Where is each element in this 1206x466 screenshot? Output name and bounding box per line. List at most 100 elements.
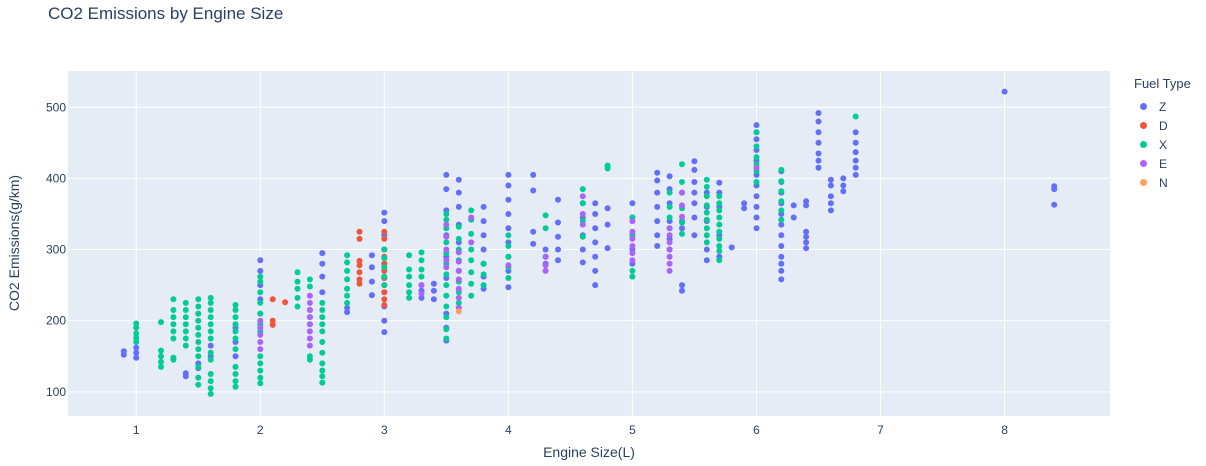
data-point-z[interactable] (654, 232, 661, 239)
data-point-x[interactable] (319, 367, 326, 374)
data-point-x[interactable] (443, 216, 450, 223)
data-point-x[interactable] (158, 363, 164, 370)
data-point-z[interactable] (368, 252, 375, 259)
data-point-x[interactable] (195, 296, 202, 303)
data-point-x[interactable] (455, 223, 462, 230)
data-point-x[interactable] (207, 307, 214, 313)
data-point-z[interactable] (592, 211, 599, 217)
data-point-e[interactable] (443, 221, 450, 228)
data-point-e[interactable] (542, 262, 549, 269)
data-point-z[interactable] (592, 225, 599, 232)
data-point-x[interactable] (468, 280, 475, 287)
data-point-x[interactable] (468, 207, 475, 214)
data-point-x[interactable] (443, 314, 450, 321)
data-point-x[interactable] (257, 380, 264, 387)
data-point-x[interactable] (344, 259, 351, 266)
data-point-z[interactable] (480, 203, 487, 210)
data-point-x[interactable] (852, 113, 859, 120)
data-point-x[interactable] (666, 214, 673, 221)
data-point-x[interactable] (381, 282, 388, 289)
data-point-z[interactable] (505, 284, 512, 291)
data-point-z[interactable] (592, 253, 599, 260)
data-point-e[interactable] (443, 257, 450, 264)
data-point-z[interactable] (654, 243, 661, 249)
data-point-z[interactable] (604, 221, 611, 228)
data-point-z[interactable] (753, 203, 760, 210)
data-point-x[interactable] (207, 321, 214, 328)
data-point-x[interactable] (182, 307, 189, 313)
data-point-z[interactable] (368, 292, 375, 299)
data-point-e[interactable] (542, 267, 549, 274)
data-point-x[interactable] (207, 385, 214, 392)
data-point-x[interactable] (418, 266, 425, 273)
data-point-e[interactable] (306, 307, 313, 313)
data-point-z[interactable] (852, 149, 859, 156)
data-point-x[interactable] (418, 273, 425, 280)
data-point-x[interactable] (716, 207, 723, 214)
data-point-z[interactable] (827, 176, 834, 183)
data-point-x[interactable] (232, 314, 239, 321)
data-point-x[interactable] (257, 273, 264, 280)
data-point-x[interactable] (257, 360, 264, 367)
data-point-z[interactable] (592, 267, 599, 274)
data-point-z[interactable] (579, 259, 586, 266)
data-point-e[interactable] (753, 164, 760, 171)
data-point-x[interactable] (207, 314, 214, 321)
data-point-z[interactable] (803, 233, 810, 240)
data-point-x[interactable] (207, 390, 214, 397)
data-point-z[interactable] (753, 193, 760, 200)
data-point-x[interactable] (182, 314, 189, 321)
data-point-x[interactable] (778, 188, 785, 195)
data-point-x[interactable] (294, 278, 301, 285)
data-point-e[interactable] (579, 193, 586, 200)
data-point-x[interactable] (232, 346, 239, 353)
data-point-x[interactable] (294, 294, 301, 301)
data-point-x[interactable] (629, 267, 636, 274)
data-point-e[interactable] (455, 276, 462, 283)
data-point-z[interactable] (530, 187, 537, 194)
data-point-x[interactable] (257, 289, 264, 296)
data-point-x[interactable] (207, 294, 214, 301)
data-point-z[interactable] (654, 189, 661, 196)
data-point-z[interactable] (592, 239, 599, 246)
data-point-z[interactable] (654, 169, 661, 176)
data-point-x[interactable] (207, 328, 214, 335)
data-point-d[interactable] (381, 228, 388, 235)
data-point-e[interactable] (443, 264, 450, 271)
data-point-x[interactable] (480, 282, 487, 289)
data-point-z[interactable] (691, 189, 698, 196)
data-point-z[interactable] (555, 233, 561, 240)
data-point-z[interactable] (840, 182, 847, 189)
data-point-x[interactable] (703, 202, 710, 209)
data-point-x[interactable] (232, 321, 239, 328)
data-point-z[interactable] (852, 164, 859, 171)
data-point-z[interactable] (555, 246, 561, 253)
data-point-x[interactable] (505, 275, 512, 281)
data-point-z[interactable] (679, 287, 685, 294)
data-point-e[interactable] (418, 282, 425, 289)
data-point-x[interactable] (170, 328, 177, 335)
data-point-x[interactable] (232, 328, 239, 335)
data-point-z[interactable] (691, 214, 698, 221)
data-point-x[interactable] (679, 230, 685, 237)
data-point-z[interactable] (344, 309, 351, 316)
data-point-x[interactable] (195, 346, 202, 353)
data-point-z[interactable] (381, 329, 388, 336)
data-point-z[interactable] (803, 202, 810, 209)
data-point-e[interactable] (257, 317, 264, 324)
data-point-z[interactable] (505, 211, 512, 217)
data-point-x[interactable] (319, 360, 326, 367)
data-point-x[interactable] (195, 353, 202, 360)
data-point-x[interactable] (306, 353, 313, 360)
data-point-x[interactable] (344, 292, 351, 299)
data-point-x[interactable] (716, 214, 723, 221)
data-point-x[interactable] (703, 176, 710, 183)
data-point-x[interactable] (195, 331, 202, 338)
data-point-e[interactable] (629, 250, 636, 257)
data-point-z[interactable] (691, 158, 698, 165)
data-point-d[interactable] (381, 289, 388, 296)
data-point-z[interactable] (555, 219, 561, 226)
data-point-x[interactable] (703, 193, 710, 200)
data-point-x[interactable] (716, 193, 723, 200)
data-point-e[interactable] (666, 246, 673, 253)
